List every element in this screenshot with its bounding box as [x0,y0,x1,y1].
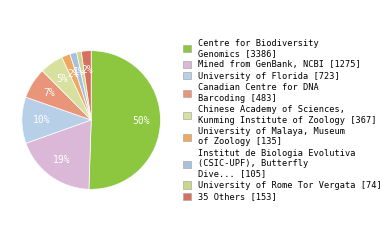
Wedge shape [89,51,160,189]
Text: 10%: 10% [32,115,50,125]
Legend: Centre for Biodiversity
Genomics [3386], Mined from GenBank, NCBI [1275], Univer: Centre for Biodiversity Genomics [3386],… [183,39,380,201]
Text: 50%: 50% [132,116,150,126]
Wedge shape [76,51,91,120]
Wedge shape [70,52,91,120]
Text: 2%: 2% [67,69,79,78]
Wedge shape [42,57,91,120]
Text: 2%: 2% [82,65,93,75]
Wedge shape [22,97,91,143]
Text: 7%: 7% [43,88,55,98]
Wedge shape [26,71,91,120]
Text: 1%: 1% [73,67,84,77]
Wedge shape [62,54,91,120]
Wedge shape [26,120,91,189]
Text: 5%: 5% [57,74,68,84]
Wedge shape [81,51,91,120]
Text: 19%: 19% [53,155,71,165]
